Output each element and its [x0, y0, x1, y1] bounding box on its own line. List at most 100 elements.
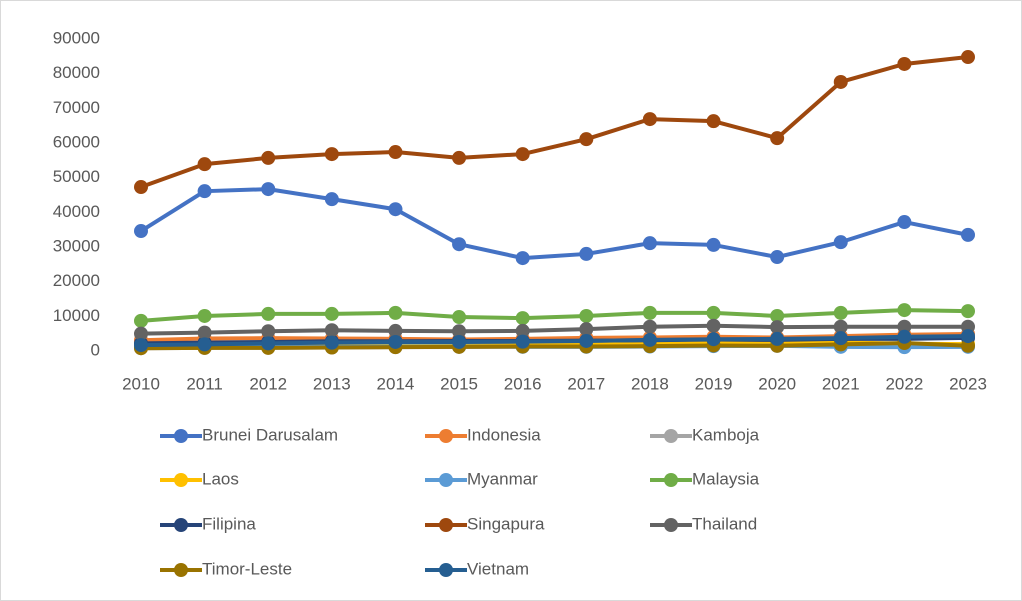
data-point — [325, 147, 339, 161]
data-point — [452, 237, 466, 251]
data-point — [134, 224, 148, 238]
legend-marker — [664, 429, 678, 443]
data-point — [834, 331, 848, 345]
data-point — [198, 184, 212, 198]
data-point — [643, 320, 657, 334]
legend-marker — [439, 563, 453, 577]
legend-marker — [439, 473, 453, 487]
data-point — [388, 335, 402, 349]
x-tick-label: 2011 — [186, 374, 223, 393]
data-point — [579, 247, 593, 261]
legend-label: Indonesia — [467, 425, 541, 444]
data-point — [261, 151, 275, 165]
data-point — [707, 319, 721, 333]
legend-label: Timor-Leste — [202, 559, 292, 578]
data-point — [961, 304, 975, 318]
data-point — [516, 147, 530, 161]
x-tick-label: 2022 — [885, 374, 923, 393]
data-point — [134, 180, 148, 194]
legend-label: Thailand — [692, 514, 757, 533]
x-tick-label: 2013 — [313, 374, 351, 393]
chart-border — [1, 1, 1022, 601]
data-point — [198, 337, 212, 351]
legend-marker — [174, 563, 188, 577]
data-point — [388, 306, 402, 320]
data-point — [961, 50, 975, 64]
data-point — [325, 307, 339, 321]
data-point — [261, 182, 275, 196]
legend-label: Brunei Darusalam — [202, 425, 338, 444]
x-tick-label: 2015 — [440, 374, 478, 393]
data-point — [897, 330, 911, 344]
x-tick-label: 2020 — [758, 374, 796, 393]
x-tick-label: 2017 — [567, 374, 605, 393]
legend-label: Laos — [202, 469, 239, 488]
y-tick-label: 0 — [91, 340, 100, 359]
y-tick-label: 80000 — [53, 63, 100, 82]
data-point — [961, 228, 975, 242]
data-point — [897, 303, 911, 317]
data-point — [770, 332, 784, 346]
data-point — [643, 112, 657, 126]
data-point — [388, 145, 402, 159]
data-point — [897, 215, 911, 229]
data-point — [770, 131, 784, 145]
y-tick-label: 20000 — [53, 271, 100, 290]
x-tick-label: 2019 — [695, 374, 733, 393]
data-point — [452, 310, 466, 324]
data-point — [516, 335, 530, 349]
data-point — [707, 332, 721, 346]
data-point — [452, 335, 466, 349]
data-point — [579, 132, 593, 146]
data-point — [134, 314, 148, 328]
y-tick-label: 70000 — [53, 98, 100, 117]
legend-marker — [174, 429, 188, 443]
data-point — [897, 57, 911, 71]
data-point — [325, 323, 339, 337]
legend-label: Vietnam — [467, 559, 529, 578]
data-point — [770, 250, 784, 264]
y-tick-label: 60000 — [53, 132, 100, 151]
data-point — [198, 157, 212, 171]
legend-label: Kamboja — [692, 425, 760, 444]
data-point — [452, 151, 466, 165]
data-point — [516, 251, 530, 265]
y-tick-label: 50000 — [53, 167, 100, 186]
legend-marker — [174, 518, 188, 532]
x-tick-label: 2016 — [504, 374, 542, 393]
x-tick-label: 2023 — [949, 374, 987, 393]
data-point — [388, 202, 402, 216]
data-point — [579, 309, 593, 323]
data-point — [134, 338, 148, 352]
data-point — [834, 306, 848, 320]
legend-marker — [664, 473, 678, 487]
data-point — [516, 311, 530, 325]
legend-label: Filipina — [202, 514, 256, 533]
x-tick-label: 2012 — [249, 374, 287, 393]
legend-marker — [439, 518, 453, 532]
data-point — [643, 333, 657, 347]
legend-marker — [439, 429, 453, 443]
data-point — [261, 324, 275, 338]
x-tick-label: 2014 — [377, 374, 415, 393]
x-tick-label: 2021 — [822, 374, 860, 393]
data-point — [834, 75, 848, 89]
legend-marker — [664, 518, 678, 532]
data-point — [643, 306, 657, 320]
data-point — [325, 336, 339, 350]
legend-label: Myanmar — [467, 469, 538, 488]
data-point — [198, 309, 212, 323]
x-tick-label: 2018 — [631, 374, 669, 393]
data-point — [579, 334, 593, 348]
chart: 0100002000030000400005000060000700008000… — [0, 0, 1022, 601]
legend-label: Singapura — [467, 514, 545, 533]
data-point — [643, 236, 657, 250]
data-point — [261, 336, 275, 350]
legend-marker — [174, 473, 188, 487]
legend-label: Malaysia — [692, 469, 760, 488]
data-point — [834, 235, 848, 249]
data-point — [707, 238, 721, 252]
y-tick-label: 30000 — [53, 236, 100, 255]
y-tick-label: 90000 — [53, 28, 100, 47]
y-tick-label: 10000 — [53, 306, 100, 325]
